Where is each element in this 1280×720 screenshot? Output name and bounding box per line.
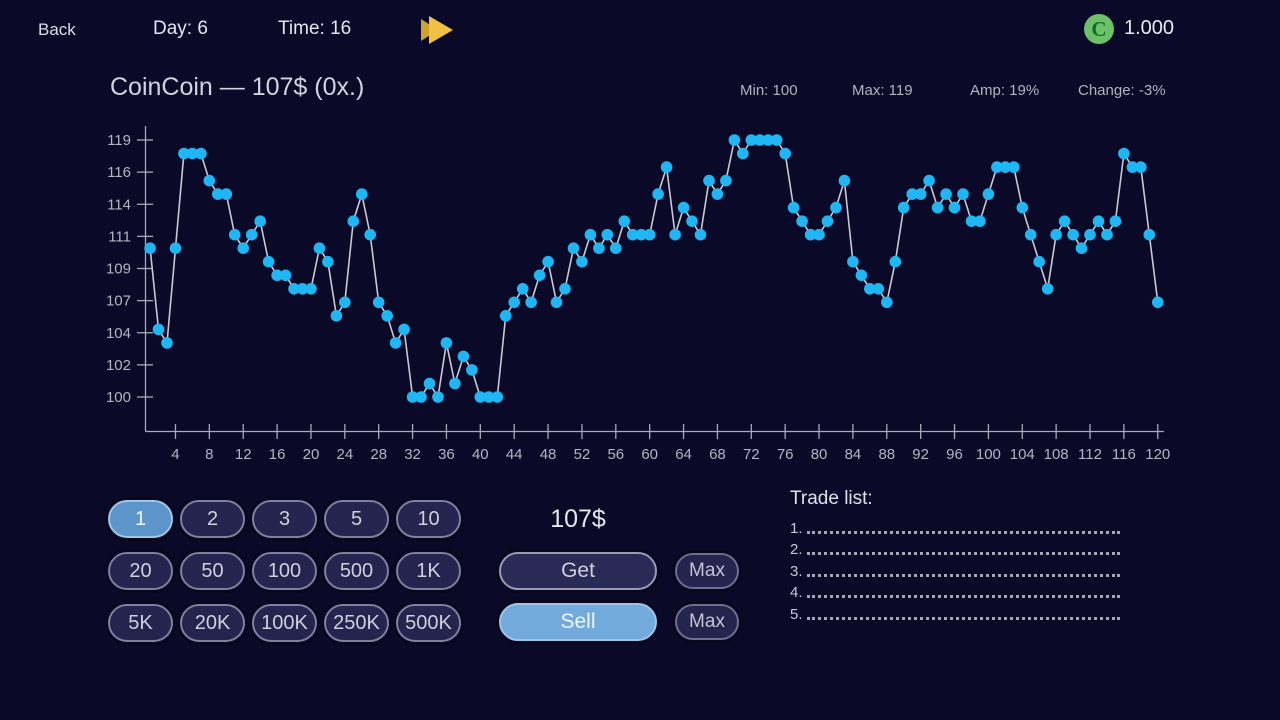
qty-button-10[interactable]: 10 (396, 500, 461, 538)
svg-text:56: 56 (607, 446, 624, 463)
day-label: Day: 6 (153, 18, 208, 39)
qty-button-500[interactable]: 500 (324, 552, 389, 590)
svg-text:107: 107 (106, 293, 131, 310)
svg-text:102: 102 (106, 357, 131, 374)
svg-text:109: 109 (106, 261, 131, 278)
qty-button-3[interactable]: 3 (252, 500, 317, 538)
trade-list-row-number: 4. (790, 584, 803, 601)
svg-text:84: 84 (845, 446, 862, 463)
svg-text:28: 28 (370, 446, 387, 463)
trade-list-row-4: 4. (790, 580, 1120, 601)
svg-text:100: 100 (976, 446, 1001, 463)
qty-button-1[interactable]: 1 (108, 500, 173, 538)
trade-list-row-5: 5. (790, 601, 1120, 623)
svg-text:36: 36 (438, 446, 455, 463)
price-line (149, 137, 1159, 400)
svg-text:12: 12 (235, 446, 252, 463)
trade-list-row-number: 2. (790, 541, 803, 558)
qty-button-2[interactable]: 2 (180, 500, 245, 538)
fast-forward-icon[interactable] (417, 13, 461, 47)
trade-list-row-placeholder (806, 530, 1120, 534)
svg-text:48: 48 (540, 446, 557, 463)
stat-min: Min: 100 (740, 82, 798, 99)
svg-text:68: 68 (709, 446, 726, 463)
price-points (144, 134, 1164, 403)
qty-button-20k[interactable]: 20K (180, 604, 245, 642)
svg-text:60: 60 (641, 446, 658, 463)
trade-list-row-number: 3. (790, 562, 803, 580)
svg-text:32: 32 (404, 446, 421, 463)
svg-text:114: 114 (107, 196, 131, 213)
qty-button-5k[interactable]: 5K (108, 604, 173, 642)
current-price-label: 107$ (550, 505, 606, 533)
qty-button-100k[interactable]: 100K (252, 604, 317, 642)
svg-text:72: 72 (743, 446, 760, 463)
back-button[interactable]: Back (38, 20, 76, 39)
trade-list: 1. 2. 3. 4. 5. (790, 515, 1120, 623)
get-max-button[interactable]: Max (675, 553, 739, 589)
sell-max-button[interactable]: Max (675, 604, 739, 640)
qty-button-5[interactable]: 5 (324, 500, 389, 538)
time-label: Time: 16 (278, 18, 352, 39)
qty-button-1k[interactable]: 1K (396, 552, 461, 590)
svg-text:119: 119 (107, 132, 131, 149)
svg-text:52: 52 (574, 446, 591, 463)
svg-text:112: 112 (1078, 446, 1102, 463)
svg-text:96: 96 (946, 446, 963, 463)
balance-label: 1.000 (1124, 17, 1175, 39)
qty-button-250k[interactable]: 250K (324, 604, 389, 642)
svg-text:92: 92 (912, 446, 929, 463)
trade-list-row-number: 5. (790, 605, 803, 623)
svg-text:4: 4 (171, 446, 179, 463)
svg-text:88: 88 (878, 446, 895, 463)
trade-list-row-3: 3. (790, 558, 1120, 580)
chart-title: CoinCoin — 107$ (0x.) (110, 73, 365, 101)
quantity-selector: 1 2 3 5 10 20 50 100 500 1K 5K 20K 100K 250K 500K (108, 500, 464, 642)
coin-icon: C (1084, 14, 1114, 44)
svg-text:104: 104 (1010, 446, 1035, 463)
svg-text:44: 44 (506, 446, 523, 463)
svg-text:104: 104 (106, 325, 131, 342)
svg-text:108: 108 (1044, 446, 1069, 463)
svg-text:24: 24 (336, 446, 353, 463)
svg-text:100: 100 (106, 389, 131, 406)
svg-text:8: 8 (205, 446, 213, 463)
svg-text:40: 40 (472, 446, 489, 463)
stat-max: Max: 119 (852, 82, 913, 99)
svg-text:16: 16 (269, 446, 286, 463)
trade-list-row-number: 1. (790, 519, 803, 537)
stat-change: Change: -3% (1078, 82, 1166, 99)
svg-text:20: 20 (303, 446, 320, 463)
qty-button-20[interactable]: 20 (108, 552, 173, 590)
sell-button[interactable]: Sell (499, 603, 657, 641)
trade-list-row-placeholder (806, 552, 1120, 555)
svg-text:80: 80 (811, 446, 828, 463)
trade-list-title: Trade list: (790, 488, 873, 509)
svg-text:116: 116 (1112, 446, 1136, 463)
qty-button-500k[interactable]: 500K (396, 604, 461, 642)
trade-list-row-placeholder (806, 573, 1120, 577)
trade-list-row-placeholder (806, 616, 1120, 620)
get-button[interactable]: Get (499, 552, 657, 590)
stat-amp: Amp: 19% (970, 82, 1040, 99)
svg-text:111: 111 (108, 228, 131, 245)
svg-text:116: 116 (107, 164, 131, 181)
svg-text:120: 120 (1145, 446, 1170, 463)
qty-button-100[interactable]: 100 (252, 552, 317, 590)
trade-list-row-1: 1. (790, 515, 1120, 537)
svg-text:64: 64 (675, 446, 692, 463)
axes (144, 126, 1164, 433)
y-axis-ticks: 119 116 114 111 109 107 104 102 100 (106, 132, 153, 406)
qty-button-50[interactable]: 50 (180, 552, 245, 590)
x-axis-ticks: 4 8 12 16 20 24 28 32 36 40 44 48 52 56 60 64 68 72 76 80 84… (171, 424, 1170, 463)
svg-text:76: 76 (777, 446, 794, 463)
trade-list-row-placeholder (806, 595, 1120, 598)
trade-list-row-2: 2. (790, 537, 1120, 558)
